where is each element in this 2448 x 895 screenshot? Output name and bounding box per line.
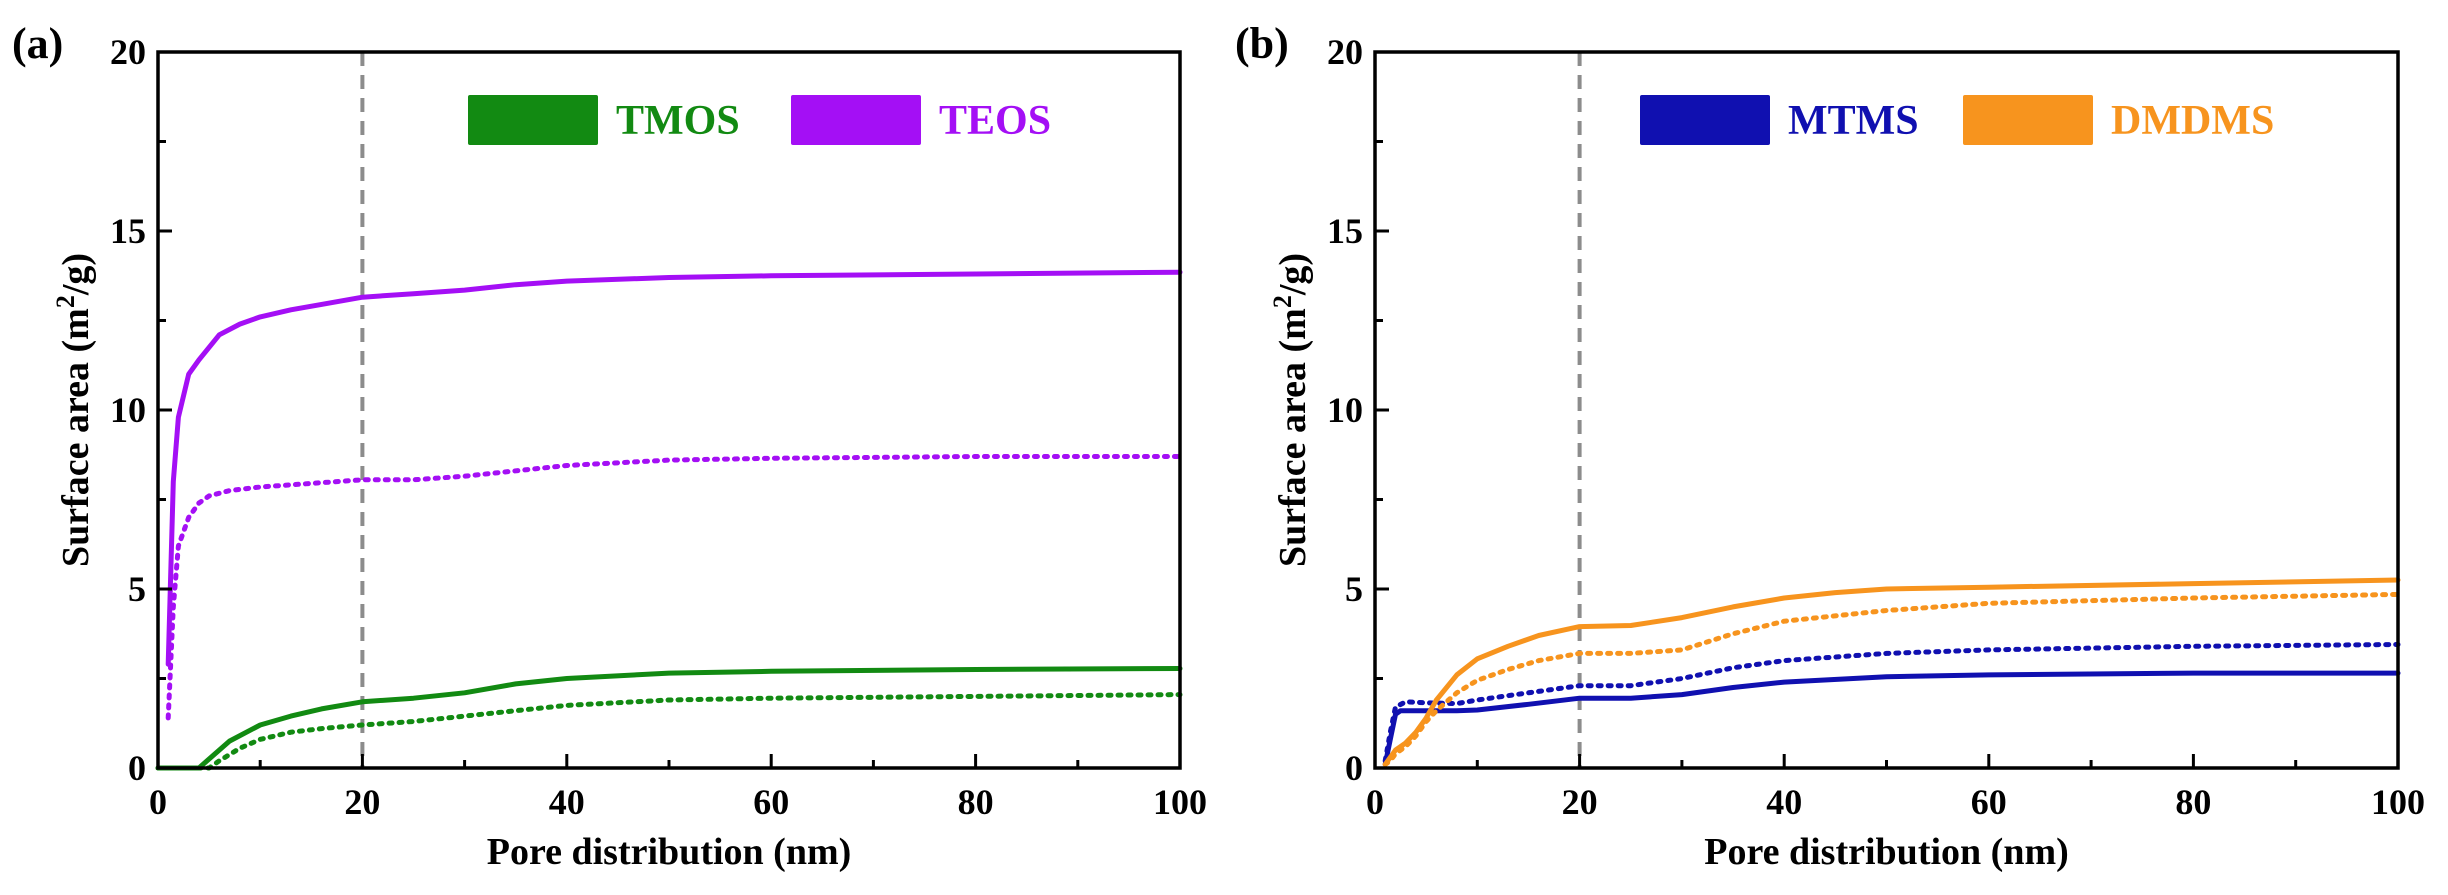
x-tick-label: 100: [1153, 782, 1207, 822]
y-axis-label-superscript: 2: [1268, 295, 1297, 308]
x-tick-label: 20: [344, 782, 380, 822]
series-line-mtms-dotted: [1382, 642, 2401, 764]
x-tick-label: 80: [958, 782, 994, 822]
y-tick-label: 5: [1345, 569, 1363, 609]
chart-panel-b: (b) 0 20 40 60 80 100 0 5 10 15 20 Pore distribution…: [1235, 19, 2425, 873]
panel-label: (b): [1235, 19, 1289, 68]
y-axis-label-unit: /g): [55, 253, 97, 296]
series-line-dmdms-dotted: [1382, 591, 2401, 767]
legend-label-teos: TEOS: [939, 98, 1051, 144]
series-line-teos-solid: [165, 269, 1183, 667]
x-tick-label: 80: [2175, 782, 2211, 822]
legend-swatch-teos: [791, 95, 921, 145]
x-tick-label: 100: [2371, 782, 2425, 822]
y-axis-label-main: Surface area (m: [55, 308, 97, 567]
x-axis-label: Pore distribution (nm): [1704, 831, 2069, 873]
y-tick-label: 15: [1327, 211, 1363, 251]
y-axis-label-unit: /g): [1272, 253, 1314, 296]
y-tick-label: 10: [1327, 390, 1363, 430]
y-axis-label-superscript: 2: [51, 295, 80, 308]
plot-frame: [1373, 50, 2400, 770]
panel-label: (a): [12, 19, 63, 68]
legend-label-mtms: MTMS: [1788, 98, 1919, 144]
y-axis-label: Surface area (m2/g): [51, 253, 97, 567]
x-tick-label: 0: [149, 782, 167, 822]
y-tick-label: 0: [128, 748, 146, 788]
series-line-tmos-solid: [155, 666, 1183, 771]
x-axis-label: Pore distribution (nm): [487, 831, 852, 873]
y-tick-label: 0: [1345, 748, 1363, 788]
chart-panel-a: (a) 0 20 40 60 80 100 0 5 10 15 20 Pore distribution…: [12, 19, 1207, 873]
series-line-dmdms-solid: [1382, 577, 2401, 767]
x-tick-label: 60: [753, 782, 789, 822]
legend-label-tmos: TMOS: [616, 98, 740, 144]
x-tick-label: 40: [549, 782, 585, 822]
series-line-mtms-solid: [1382, 670, 2401, 767]
y-tick-label: 15: [110, 211, 146, 251]
series-line-teos-dotted: [165, 454, 1183, 721]
y-tick-label: 5: [128, 569, 146, 609]
legend-label-dmdms: DMDMS: [2111, 98, 2274, 144]
x-tick-label: 60: [1971, 782, 2007, 822]
x-tick-label: 20: [1562, 782, 1598, 822]
y-tick-label: 20: [1327, 32, 1363, 72]
legend-swatch-mtms: [1640, 95, 1770, 145]
x-tick-label: 0: [1366, 782, 1384, 822]
y-tick-label: 10: [110, 390, 146, 430]
legend-swatch-dmdms: [1963, 95, 2093, 145]
legend-swatch-tmos: [468, 95, 598, 145]
x-tick-label: 40: [1766, 782, 1802, 822]
y-axis-label: Surface area (m2/g): [1268, 253, 1314, 567]
series-line-tmos-dotted: [155, 692, 1183, 771]
plot-frame: [156, 50, 1182, 770]
y-tick-label: 20: [110, 32, 146, 72]
y-axis-label-main: Surface area (m: [1272, 308, 1314, 567]
